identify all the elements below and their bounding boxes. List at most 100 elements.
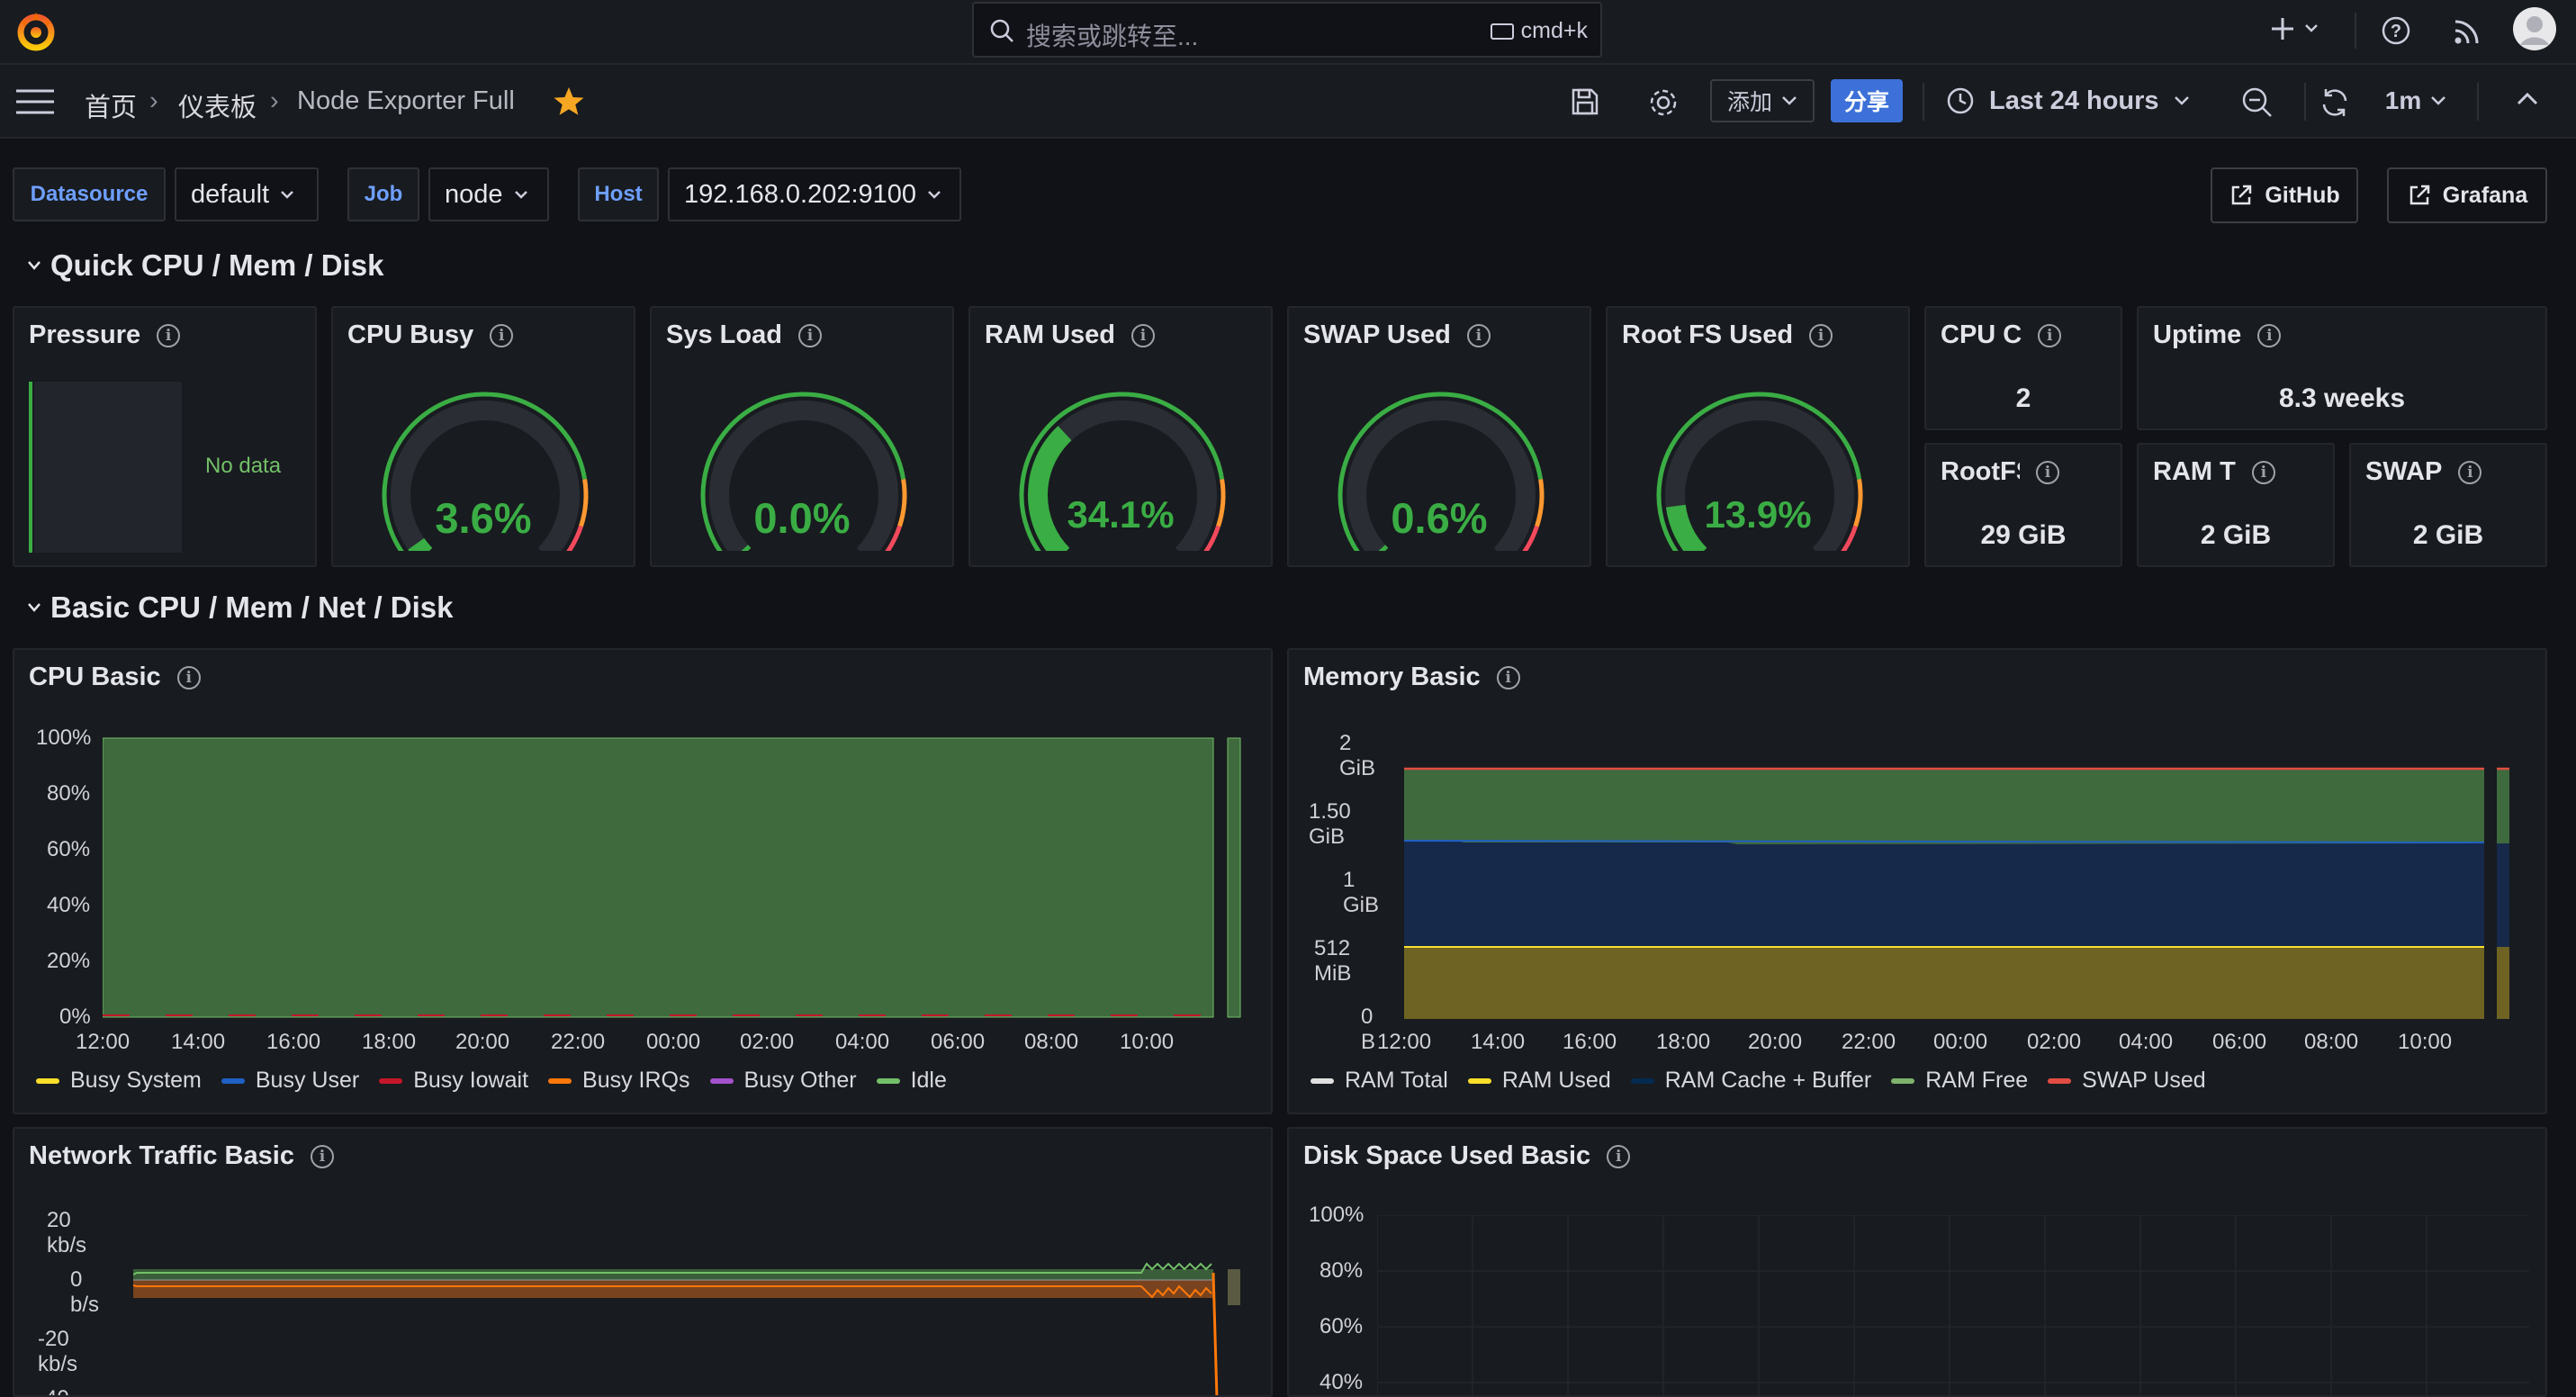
breadcrumb-separator-icon: ›: [270, 86, 279, 115]
legend-item[interactable]: RAM Free: [1891, 1068, 2028, 1094]
panel-pressure[interactable]: Pressure i No data: [13, 306, 317, 567]
host-select[interactable]: 192.168.0.202:9100: [668, 167, 961, 221]
new-plus-icon[interactable]: [2270, 13, 2324, 45]
row-title: Quick CPU / Mem / Disk: [50, 248, 384, 282]
refresh-interval-picker[interactable]: 1m: [2373, 79, 2459, 122]
panel-title: RAM Used i: [985, 320, 1156, 350]
info-icon[interactable]: i: [1131, 323, 1156, 347]
x-tick: 16:00: [1563, 1030, 1617, 1054]
x-tick: 14:00: [1471, 1030, 1526, 1054]
time-range-picker[interactable]: Last 24 hours: [1935, 79, 2214, 122]
info-icon[interactable]: i: [2458, 460, 2482, 484]
info-icon[interactable]: i: [157, 323, 181, 347]
legend-item[interactable]: Idle: [876, 1068, 947, 1094]
info-icon[interactable]: i: [2036, 460, 2059, 484]
chevron-down-icon: [28, 261, 41, 270]
info-icon[interactable]: i: [2257, 323, 2282, 347]
gauge-threshold-orange: [897, 479, 907, 527]
y-tick: 80%: [1320, 1258, 1364, 1283]
help-icon[interactable]: ?: [2380, 14, 2412, 47]
share-button[interactable]: 分享: [1831, 79, 1903, 122]
save-icon[interactable]: [1570, 86, 1600, 117]
legend-item[interactable]: Busy System: [36, 1068, 202, 1094]
breadcrumb-home[interactable]: 首页: [85, 94, 138, 122]
panel-swap-used[interactable]: SWAP Used i 0.6%: [1287, 306, 1591, 567]
collapse-chevron-up-icon[interactable]: [2517, 92, 2538, 106]
menu-icon[interactable]: [16, 88, 54, 115]
breadcrumb-separator-icon: ›: [149, 86, 158, 115]
row-quick-cpu-mem-disk[interactable]: Quick CPU / Mem / Disk: [27, 248, 383, 283]
info-icon[interactable]: i: [1466, 323, 1491, 347]
legend-item[interactable]: Busy User: [221, 1068, 359, 1094]
zoom-out-icon[interactable]: [2241, 86, 2274, 119]
panel-rootfs-total[interactable]: RootFSi 29 GiB: [1924, 443, 2122, 567]
pressure-empty-chart: [29, 382, 32, 553]
x-tick: 00:00: [1933, 1030, 1988, 1054]
grafana-logo-icon[interactable]: [14, 9, 58, 52]
legend-item[interactable]: RAM Total: [1311, 1068, 1448, 1094]
add-label: 添加: [1726, 90, 1772, 115]
ram-used-gauge: [1019, 392, 1226, 551]
x-tick: 22:00: [551, 1030, 606, 1054]
panel-title: Pressure i: [29, 320, 181, 350]
info-icon[interactable]: i: [1496, 665, 1520, 689]
gauge-value: 34.1%: [1067, 493, 1175, 536]
settings-gear-icon[interactable]: [1647, 86, 1680, 119]
breadcrumb-dashboards[interactable]: 仪表板: [178, 94, 257, 122]
gauge-value-arc: [1665, 504, 1707, 551]
gauge-track: [391, 401, 580, 551]
grafana-label: Grafana: [2442, 182, 2528, 208]
y-tick: 1 GiB: [1343, 868, 1380, 917]
info-icon[interactable]: i: [2251, 460, 2275, 484]
row-title: Basic CPU / Mem / Net / Disk: [50, 590, 454, 624]
y-tick: 100%: [36, 726, 92, 750]
row-basic-cpu-mem-net-disk[interactable]: Basic CPU / Mem / Net / Disk: [27, 590, 453, 625]
legend-item[interactable]: Busy Other: [709, 1068, 857, 1094]
info-icon[interactable]: i: [2038, 323, 2062, 347]
panel-root-fs-used[interactable]: Root FS Used i 13.9%: [1606, 306, 1910, 567]
panel-sys-load[interactable]: Sys Load i 0.0%: [650, 306, 954, 567]
legend-item[interactable]: Busy IRQs: [548, 1068, 690, 1094]
datasource-select[interactable]: default: [175, 167, 319, 221]
gauge-threshold-green: [700, 392, 906, 551]
add-button[interactable]: 添加: [1710, 79, 1815, 122]
job-select[interactable]: node: [428, 167, 549, 221]
panel-memory-basic[interactable]: Memory Basic i 2 GiB 1.50 GiB 1 GiB 512 M…: [1287, 648, 2547, 1114]
panel-title: SWAP i: [2365, 457, 2482, 487]
info-icon[interactable]: i: [797, 323, 822, 347]
y-tick: 512 MiB: [1314, 936, 1352, 986]
refresh-icon[interactable]: [2319, 86, 2351, 119]
user-avatar[interactable]: [2513, 7, 2556, 50]
github-link[interactable]: GitHub: [2211, 167, 2358, 223]
info-icon[interactable]: i: [1809, 323, 1833, 347]
info-icon[interactable]: i: [176, 665, 201, 689]
x-tick: 16:00: [266, 1030, 321, 1054]
legend-item[interactable]: SWAP Used: [2048, 1068, 2206, 1094]
stat-value: 2: [2015, 383, 2031, 413]
panel-disk-space-used-basic[interactable]: Disk Space Used Basic i 100% 80% 60% 40%: [1287, 1127, 2547, 1397]
x-tick: 20:00: [455, 1030, 510, 1054]
legend-item[interactable]: RAM Cache + Buffer: [1630, 1068, 1871, 1094]
pressure-empty-chart: [34, 382, 182, 553]
panel-title: SWAP Used i: [1303, 320, 1491, 350]
star-icon[interactable]: [553, 86, 585, 117]
search-input[interactable]: 搜索或跳转至... cmd+k: [972, 2, 1602, 58]
news-rss-icon[interactable]: [2452, 16, 2482, 47]
panel-swap-total[interactable]: SWAP i 2 GiB: [2349, 443, 2547, 567]
panel-uptime[interactable]: Uptime i 8.3 weeks: [2137, 306, 2547, 430]
github-label: GitHub: [2265, 182, 2340, 208]
panel-ram-used[interactable]: RAM Used i 34.1%: [968, 306, 1273, 567]
x-tick: 02:00: [740, 1030, 795, 1054]
info-icon[interactable]: i: [490, 323, 514, 347]
legend-item[interactable]: Busy Iowait: [379, 1068, 528, 1094]
info-icon[interactable]: i: [310, 1144, 334, 1168]
panel-cpu-basic[interactable]: CPU Basic i 100% 80% 60% 40% 20% 0% 12:00…: [13, 648, 1273, 1114]
gauge-threshold-orange: [1853, 479, 1863, 527]
panel-cpu-busy[interactable]: CPU Busy i 3.6%: [331, 306, 635, 567]
legend-item[interactable]: RAM Used: [1467, 1068, 1611, 1094]
grafana-link[interactable]: Grafana: [2387, 167, 2547, 223]
panel-network-traffic-basic[interactable]: Network Traffic Basic i 20 kb/s 0 b/s -20…: [13, 1127, 1273, 1397]
info-icon[interactable]: i: [1607, 1144, 1631, 1168]
